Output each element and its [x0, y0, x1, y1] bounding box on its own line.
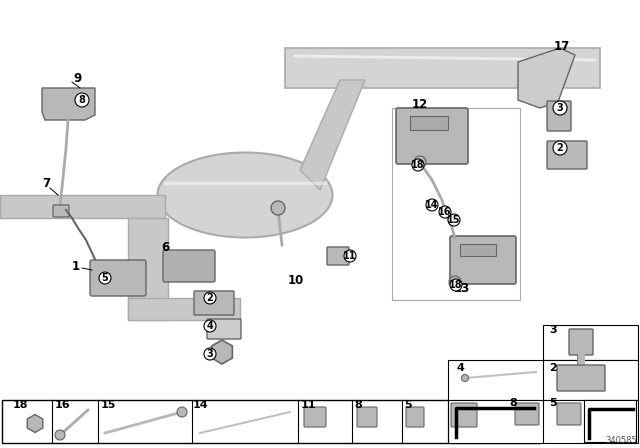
Polygon shape [450, 402, 538, 441]
Bar [410, 116, 448, 130]
Text: 10: 10 [288, 273, 304, 287]
Circle shape [448, 214, 460, 226]
FancyBboxPatch shape [557, 403, 581, 425]
Text: 340585: 340585 [605, 436, 637, 445]
FancyBboxPatch shape [357, 407, 377, 427]
Circle shape [204, 320, 216, 332]
Text: 2: 2 [557, 143, 563, 153]
Text: 4: 4 [456, 363, 464, 373]
FancyBboxPatch shape [396, 108, 468, 164]
Circle shape [75, 93, 89, 107]
FancyBboxPatch shape [304, 407, 326, 427]
Text: 3: 3 [207, 349, 213, 359]
Text: 15: 15 [100, 400, 116, 410]
Circle shape [461, 375, 468, 382]
FancyBboxPatch shape [90, 260, 146, 296]
Circle shape [439, 206, 451, 218]
FancyBboxPatch shape [557, 365, 605, 391]
Text: 18: 18 [449, 280, 463, 290]
Text: 17: 17 [554, 39, 570, 52]
Circle shape [177, 407, 187, 417]
Polygon shape [584, 400, 636, 442]
Ellipse shape [157, 152, 333, 237]
Text: 3: 3 [557, 103, 563, 113]
Circle shape [55, 430, 65, 440]
FancyBboxPatch shape [194, 291, 234, 315]
Text: 15: 15 [447, 215, 461, 225]
FancyBboxPatch shape [406, 407, 424, 427]
Text: 8: 8 [509, 398, 517, 408]
Circle shape [426, 199, 438, 211]
Polygon shape [0, 195, 165, 218]
FancyBboxPatch shape [515, 403, 539, 425]
Text: 5: 5 [404, 400, 412, 410]
Text: 18: 18 [411, 160, 425, 170]
FancyBboxPatch shape [451, 403, 477, 427]
Text: 9: 9 [74, 72, 82, 85]
Text: 12: 12 [412, 98, 428, 111]
Text: 8: 8 [79, 95, 85, 105]
Circle shape [553, 101, 567, 115]
Text: 16: 16 [438, 207, 452, 217]
Text: 5: 5 [102, 273, 108, 283]
FancyBboxPatch shape [207, 319, 241, 339]
Circle shape [414, 156, 426, 168]
Text: 2: 2 [207, 293, 213, 303]
Bar [460, 244, 496, 256]
Text: 14: 14 [192, 400, 208, 410]
Circle shape [450, 279, 462, 291]
Circle shape [99, 272, 111, 284]
Circle shape [271, 201, 285, 215]
FancyBboxPatch shape [327, 247, 349, 265]
FancyBboxPatch shape [547, 141, 587, 169]
Polygon shape [448, 400, 638, 443]
Circle shape [412, 159, 424, 171]
FancyBboxPatch shape [547, 101, 571, 131]
Circle shape [449, 276, 461, 288]
Text: 2: 2 [549, 363, 557, 373]
Circle shape [553, 141, 567, 155]
FancyBboxPatch shape [450, 236, 516, 284]
FancyBboxPatch shape [53, 205, 69, 217]
FancyBboxPatch shape [569, 329, 593, 355]
Polygon shape [42, 88, 95, 120]
Text: 13: 13 [454, 281, 470, 294]
Circle shape [204, 348, 216, 360]
Text: 3: 3 [549, 325, 557, 335]
Polygon shape [543, 325, 638, 360]
Text: 16: 16 [54, 400, 70, 410]
Polygon shape [518, 48, 575, 108]
Text: 18: 18 [12, 400, 28, 410]
Text: 8: 8 [354, 400, 362, 410]
Text: 7: 7 [42, 177, 50, 190]
Circle shape [204, 292, 216, 304]
Polygon shape [2, 400, 540, 443]
Text: 4: 4 [207, 321, 213, 331]
Text: 6: 6 [161, 241, 169, 254]
Text: 14: 14 [425, 200, 439, 210]
Text: 11: 11 [343, 251, 356, 261]
Polygon shape [128, 218, 168, 320]
Polygon shape [448, 360, 638, 400]
FancyBboxPatch shape [163, 250, 215, 282]
Text: 1: 1 [72, 259, 80, 272]
Polygon shape [300, 80, 365, 190]
Text: 11: 11 [300, 400, 316, 410]
Text: 5: 5 [549, 398, 557, 408]
Polygon shape [285, 48, 600, 88]
Circle shape [344, 250, 356, 262]
Polygon shape [128, 298, 240, 320]
